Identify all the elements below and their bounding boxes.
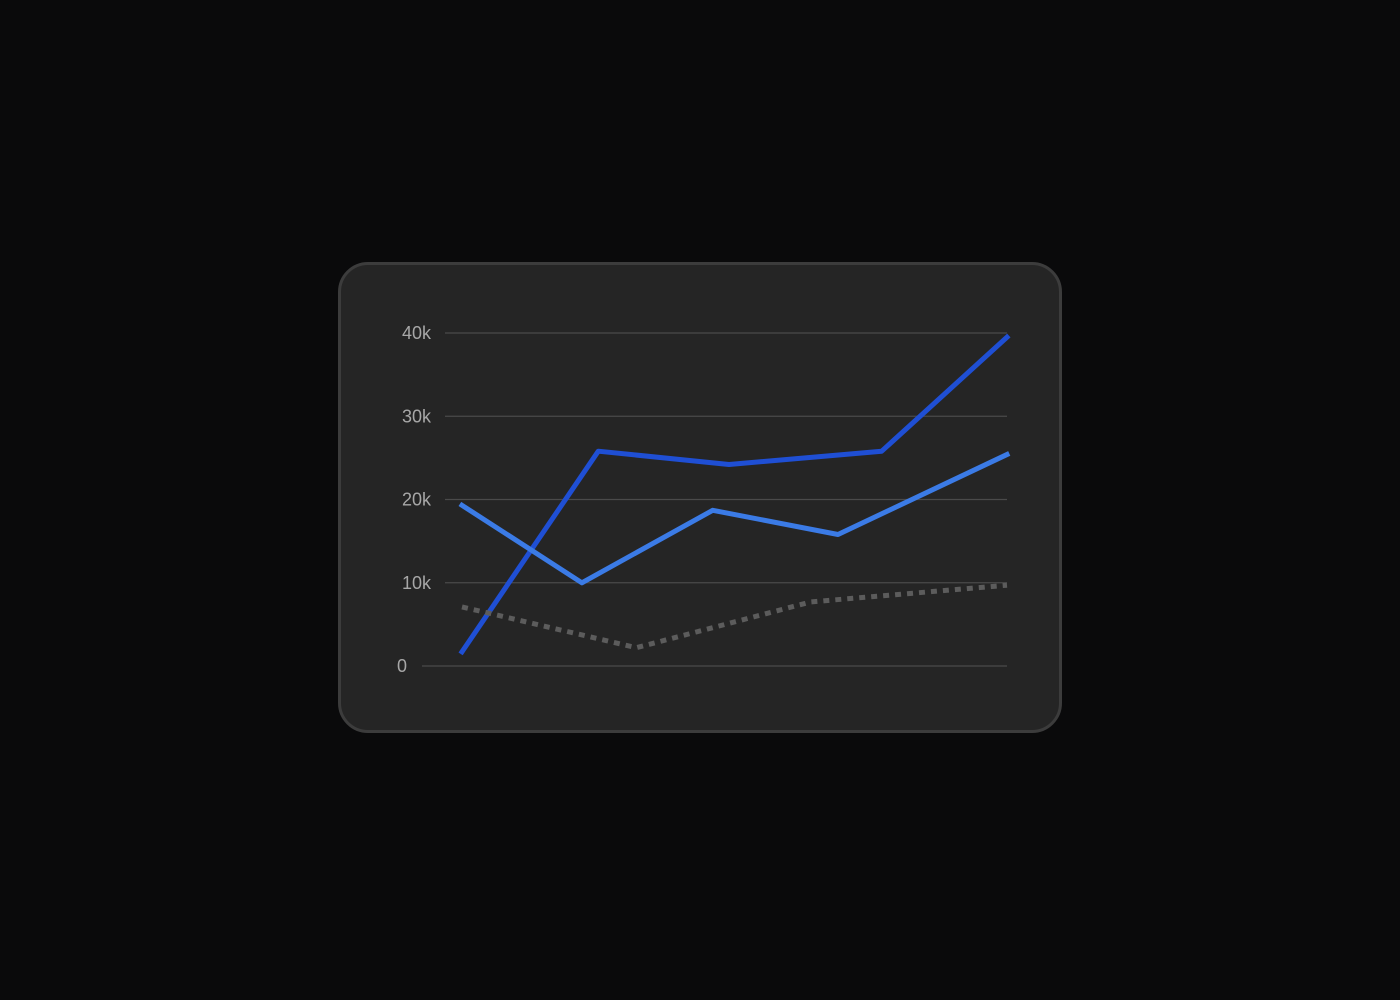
y-tick-label: 30k: [402, 406, 432, 426]
y-tick-label: 40k: [402, 323, 432, 343]
y-tick-label: 0: [397, 656, 407, 676]
y-axis-tick-labels: 0 10k 20k 30k 40k: [397, 323, 432, 676]
y-tick-label: 20k: [402, 490, 432, 510]
series-line-3: [461, 582, 1008, 651]
series-line-1: [458, 333, 1011, 656]
series-line-2: [458, 451, 1011, 586]
chart-card: [338, 262, 1062, 733]
series-lines: [458, 333, 1011, 656]
gridlines: [422, 332, 1007, 667]
y-tick-label: 10k: [402, 573, 432, 593]
